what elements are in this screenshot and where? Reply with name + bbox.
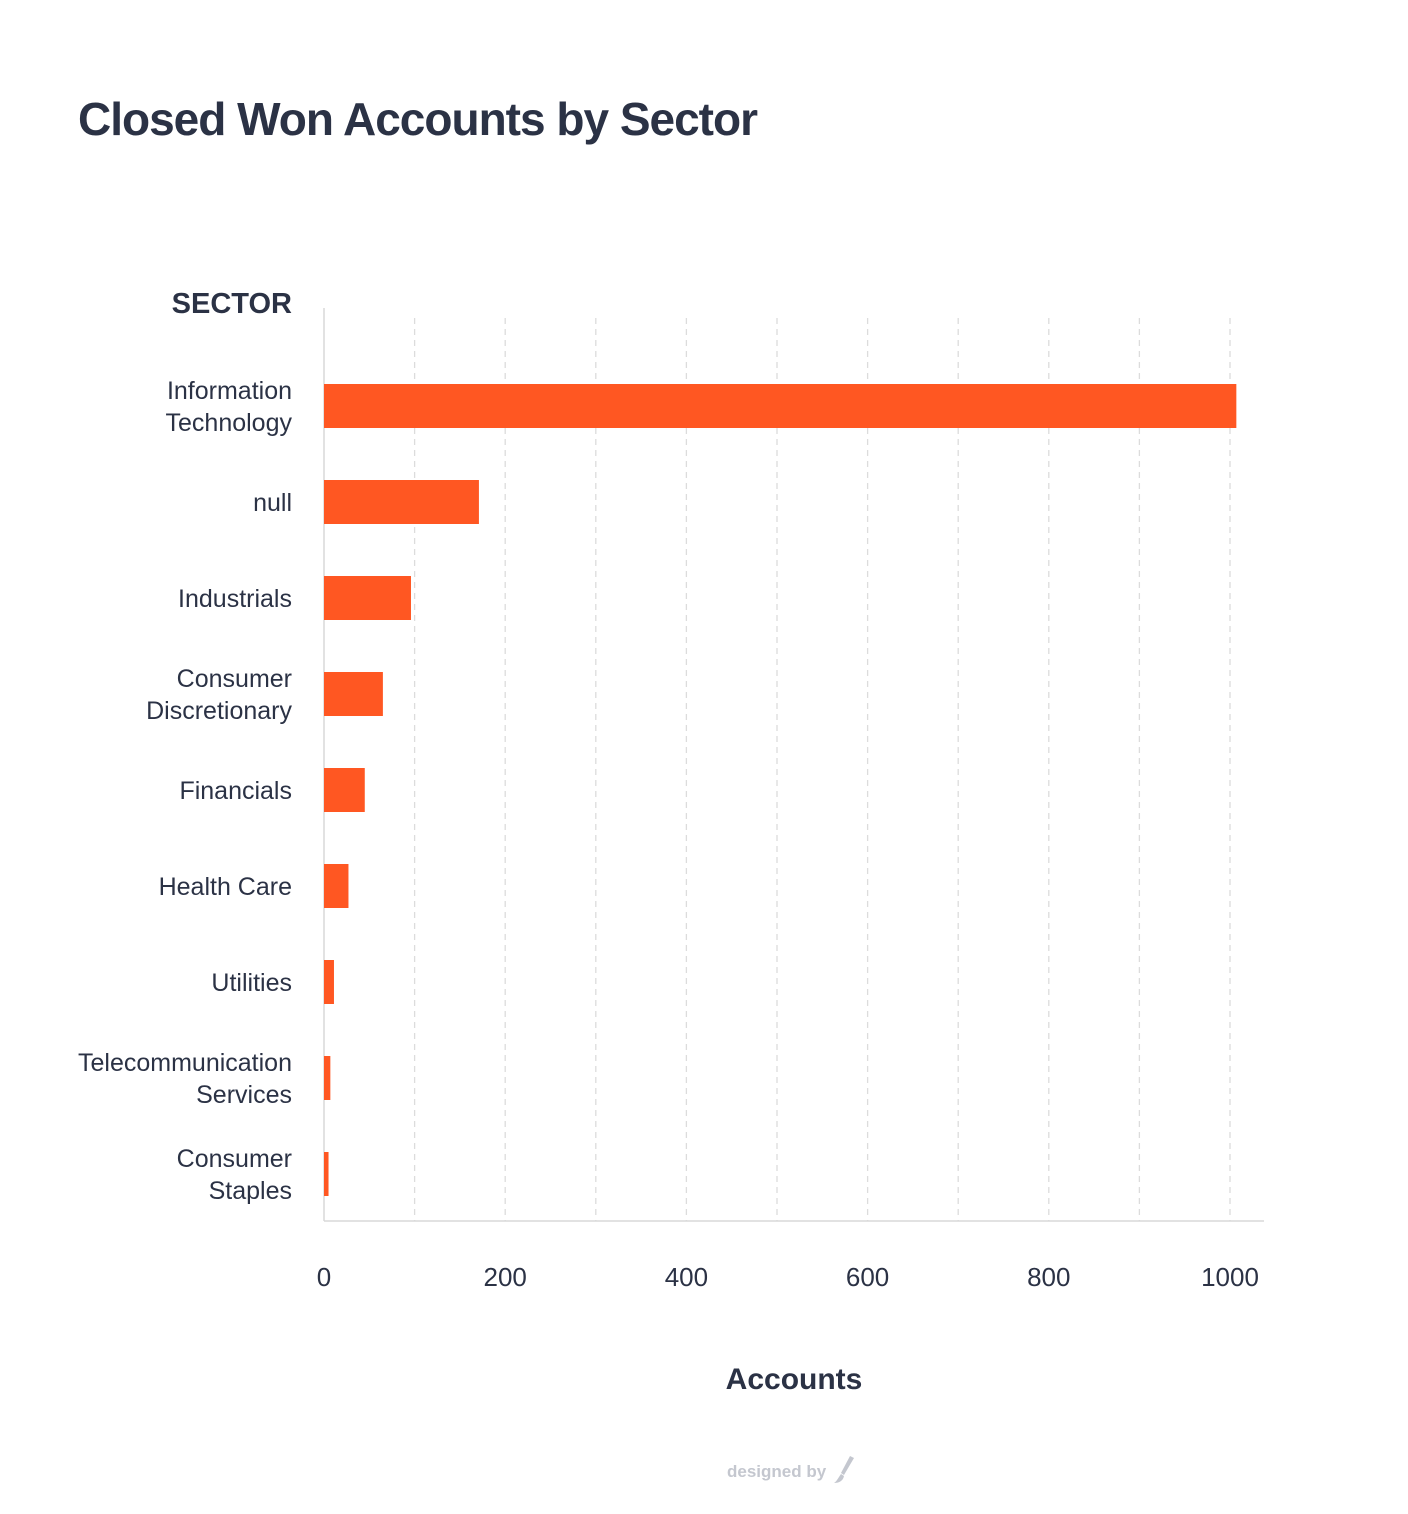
x-tick-label: 800 bbox=[1027, 1262, 1070, 1292]
x-axis-title: Accounts bbox=[726, 1363, 863, 1396]
brush-logo-icon bbox=[832, 1453, 858, 1490]
y-axis-title: SECTOR bbox=[172, 288, 292, 320]
bar bbox=[324, 576, 411, 620]
bar bbox=[324, 384, 1237, 428]
chart-title: Closed Won Accounts by Sector bbox=[78, 93, 758, 145]
category-label: Financials bbox=[179, 777, 292, 805]
designed-by-credit: designed by bbox=[727, 1453, 858, 1490]
bar bbox=[324, 672, 383, 716]
category-label: Consumer Staples bbox=[177, 1145, 292, 1205]
bars bbox=[324, 384, 1237, 1196]
x-tick-label: 200 bbox=[484, 1262, 527, 1292]
category-label: null bbox=[253, 489, 292, 517]
category-labels: Information Technology null Industrials Cons… bbox=[78, 377, 292, 1205]
x-tick-label: 1000 bbox=[1201, 1262, 1259, 1292]
bar bbox=[324, 1056, 331, 1100]
x-tick-label: 600 bbox=[846, 1262, 889, 1292]
bar bbox=[324, 864, 349, 908]
category-label: Consumer Discretionary bbox=[146, 665, 292, 725]
x-tick-labels: 0 200 400 600 800 1000 bbox=[317, 1262, 1259, 1292]
category-label: Utilities bbox=[211, 969, 292, 997]
category-label: Information Technology bbox=[166, 377, 293, 437]
x-tick-label: 0 bbox=[317, 1262, 331, 1292]
gridlines bbox=[413, 318, 1231, 1221]
category-label: Industrials bbox=[178, 585, 292, 613]
x-tick-label: 400 bbox=[665, 1262, 708, 1292]
bar bbox=[324, 960, 334, 1004]
bar bbox=[324, 1152, 329, 1196]
credit-text: designed by bbox=[727, 1461, 827, 1481]
category-label: Telecommunication Services bbox=[78, 1049, 292, 1109]
axes bbox=[323, 308, 1264, 1222]
category-label: Health Care bbox=[159, 873, 292, 901]
bar bbox=[324, 480, 479, 524]
bar bbox=[324, 768, 365, 812]
